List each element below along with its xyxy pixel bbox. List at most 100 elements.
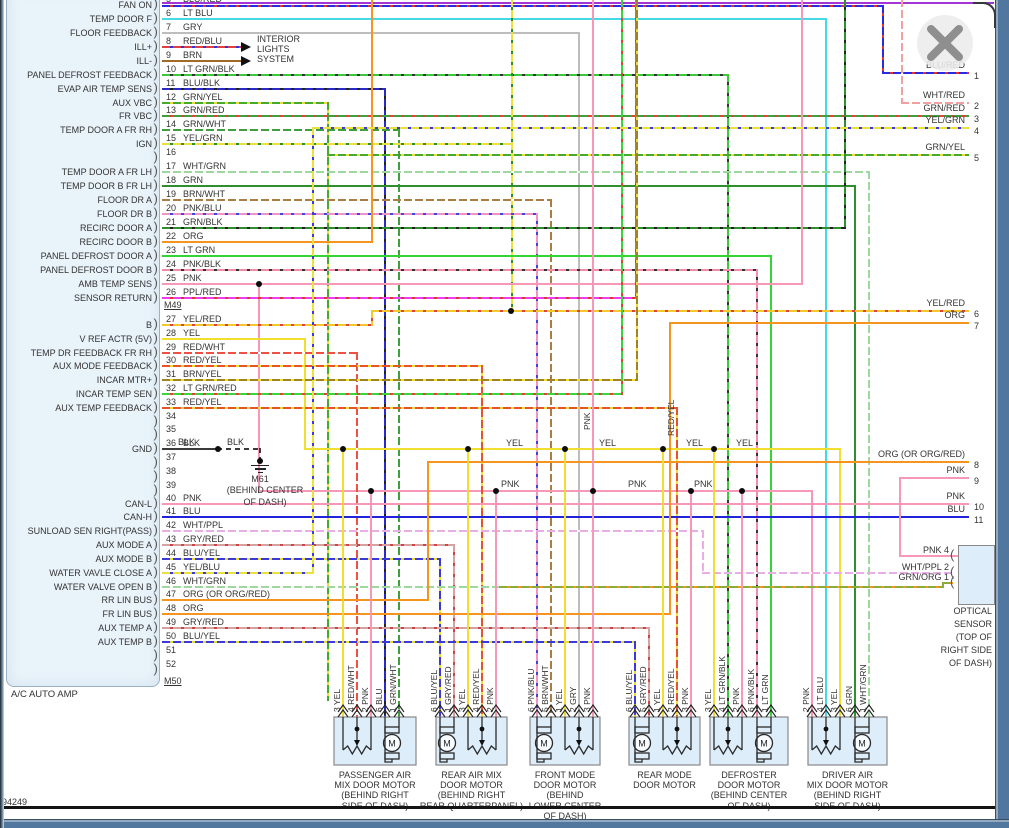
wire-blu-blk (384, 88, 386, 718)
close-button[interactable] (917, 15, 973, 71)
wire-color-label: PNK (628, 479, 647, 489)
optical-sensor-caption: OF DASH) (948, 658, 992, 668)
wire-yel-red (162, 324, 373, 326)
wire-brn-yel (162, 379, 638, 381)
close-icon (927, 25, 963, 61)
pin-number: 5 (166, 0, 171, 4)
wire-wht-red (901, 102, 969, 104)
wire-lt-blu (162, 18, 827, 20)
motor-pin-wire-label: 6 BLU (374, 688, 384, 712)
wire-color-label: YEL (736, 438, 754, 448)
wire-brn-wht (162, 199, 552, 201)
wire-blu-yel (439, 558, 441, 718)
wire-org (669, 322, 969, 324)
motor-pin-wire-label: 2 PNK (360, 687, 370, 712)
pin-function-label: INCAR TEMP SEN (75, 389, 152, 399)
junction-dot (257, 458, 263, 464)
pin-function-label: V REF ACTR (5V) (79, 334, 152, 344)
pin-wire-color-label: ORG (183, 231, 204, 241)
wire-gry-red (453, 544, 455, 718)
pin-function-label: RR LIN BUS (101, 595, 152, 605)
pin-bracket: ) (153, 38, 158, 53)
pin-wire-color-label: BLK (183, 438, 201, 448)
pin-bracket: ) (153, 482, 158, 497)
right-wire-color-label: ORG (944, 310, 965, 320)
pin-wire-color-label: RED/BLU (183, 36, 223, 46)
motor-symbol-3: M (529, 704, 601, 766)
wire-blk (162, 448, 219, 450)
right-pin-number: 6 (974, 309, 980, 319)
pin-number: 44 (166, 548, 177, 558)
pin-number: 12 (166, 92, 177, 102)
pin-function-label: WATER VALVE OPEN B (53, 582, 152, 592)
pin-wire-color-label: YEL (183, 328, 201, 338)
pin-wire-color-label: LT GRN/BLK (183, 64, 235, 74)
pin-number: 41 (166, 506, 177, 516)
pin-function-label: WATER VAVLE CLOSE A (49, 568, 152, 578)
wire-yel-blu (312, 127, 969, 129)
optical-sensor-box (958, 545, 995, 605)
junction-dot (368, 488, 374, 494)
pin-number: 19 (166, 189, 177, 199)
pin-wire-color-label: PNK/BLK (183, 259, 222, 269)
right-pin-number: 11 (974, 515, 984, 525)
pin-number: 29 (166, 342, 177, 352)
pin-wire-color-label: PNK (183, 273, 202, 283)
pin-function-label: SENSOR RETURN (73, 293, 152, 303)
wire-yel (467, 448, 469, 718)
connector-id-m50: M50 (164, 676, 182, 686)
pin-function-label: PANEL DEFROST DOOR A (40, 251, 152, 261)
right-pin-number: 5 (974, 153, 980, 163)
wire-yel-blu (162, 572, 314, 574)
pin-bracket: ) (153, 468, 158, 483)
wire-blu-yel (162, 641, 636, 643)
pin-wire-color-label: BRN/WHT (183, 189, 225, 199)
optical-sensor-caption: SENSOR (953, 619, 992, 629)
wire-wht-red (901, 0, 903, 104)
pin-wire-color-label: BLU/BLK (183, 78, 221, 88)
wire-brn (162, 60, 242, 62)
pin-wire-color-label: YEL/BLU (183, 562, 221, 572)
wire-color-label: YEL (506, 438, 524, 448)
pin-number: 35 (166, 424, 177, 434)
wire-blu-yel (162, 558, 441, 560)
pin-number: 28 (166, 328, 177, 338)
pin-number: 8 (166, 36, 172, 46)
optical-sensor-caption: OPTICAL (953, 606, 992, 616)
motor-pin-wire-label: 1 GRN/WHT (388, 664, 398, 712)
pin-function-label: TEMP DOOR A FR RH (60, 125, 152, 135)
junction-dot (493, 488, 499, 494)
junction-dot (256, 281, 262, 287)
pin-bracket: ) (153, 289, 158, 304)
wire-lt-blu (825, 18, 827, 718)
pin-bracket: ) (153, 261, 158, 276)
pin-wire-color-label: GRN/RED (183, 105, 225, 115)
wire-gry-red (162, 627, 650, 629)
motor-pin-wire-label: 2 PNK (485, 687, 495, 712)
pin-function-label: INCAR MTR+ (96, 375, 152, 385)
pin-bracket: ) (153, 591, 158, 606)
optical-sensor-caption: (TOP OF (955, 632, 992, 642)
wire-pnk (495, 490, 497, 718)
window-corner-arc (973, 2, 996, 28)
wire-gry-red (162, 544, 455, 546)
pin-wire-color-label: GRN/BLK (183, 217, 223, 227)
pin-bracket: ) (153, 661, 158, 676)
junction-dot (590, 488, 596, 494)
right-pin-number: 4 (974, 126, 980, 136)
wire-grn-org (942, 582, 944, 588)
wire-pnk (370, 490, 372, 718)
pin-wire-color-label: GRN/YEL (183, 92, 223, 102)
wire-color-label: PNK (694, 479, 713, 489)
wire-yel-red (371, 310, 969, 312)
motor-pin-wire-label: 6 PNK/BLU (526, 668, 536, 712)
pin-bracket: ) (153, 66, 158, 81)
right-wire-color-label: WHT/RED (923, 90, 965, 100)
pin-function-label: GND (132, 444, 152, 454)
wire-org (371, 0, 373, 243)
wire-pnk (899, 555, 959, 557)
junction-dot (508, 308, 514, 314)
pin-number: 38 (166, 466, 177, 476)
